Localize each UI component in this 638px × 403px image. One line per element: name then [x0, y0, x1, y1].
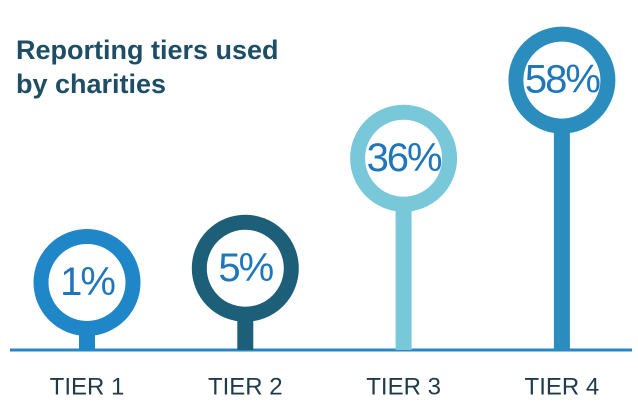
lollipop-head [33, 228, 141, 336]
lollipop-head [191, 214, 299, 322]
x-tick-label: TIER 1 [50, 373, 125, 400]
stem [553, 126, 570, 350]
x-tick-label: TIER 4 [525, 373, 600, 400]
value-label: 36% [367, 136, 442, 180]
value-label: 5% [218, 246, 273, 290]
lollipop-head [350, 104, 458, 212]
stem [395, 204, 412, 350]
x-tick-label: TIER 2 [208, 373, 283, 400]
lollipop-head [508, 26, 616, 134]
x-tick-label: TIER 3 [366, 373, 441, 400]
value-label: 1% [60, 260, 115, 304]
value-label: 58% [525, 58, 600, 102]
stem [237, 314, 254, 350]
chart-title: Reporting tiers used by charities [16, 35, 279, 99]
